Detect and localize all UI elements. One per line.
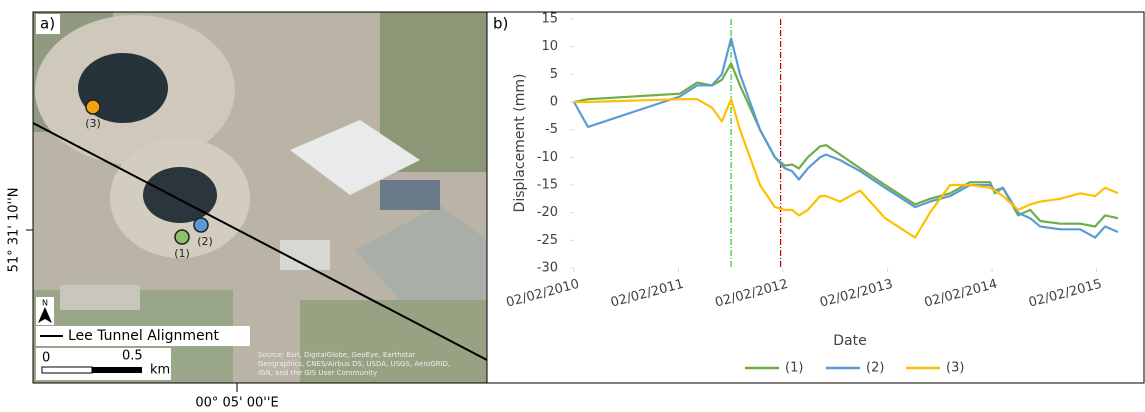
- y-tick-label: -5: [545, 122, 558, 137]
- north-label: N: [42, 299, 48, 308]
- north-arrow: [38, 307, 52, 323]
- scale-label: 0: [42, 351, 50, 366]
- satellite-map: [33, 12, 487, 383]
- y-tick-label: 0: [550, 95, 558, 110]
- source: Source: Esri, DigitalGlobe, GeoEye, Eart…: [258, 351, 450, 377]
- scale-box: [36, 348, 171, 380]
- panel-label: b): [493, 15, 508, 33]
- x-tick-label: 02/02/2012: [714, 277, 790, 311]
- scale-label: 0.5: [122, 349, 143, 364]
- point-marker: [193, 217, 209, 233]
- y-tick-label: 10: [541, 39, 558, 54]
- legend-label: (2): [866, 361, 884, 376]
- x-tick-label: 02/02/2013: [818, 277, 894, 311]
- y-tick-label: -15: [537, 178, 558, 193]
- source-text: IGN, and the GIS User Community: [258, 369, 377, 377]
- x-tick-label: 02/02/2014: [923, 277, 999, 311]
- y-tick-label: 15: [541, 12, 558, 27]
- x-tick-label: 02/02/2010: [505, 277, 581, 311]
- y-tick-label: -10: [537, 150, 558, 165]
- scale-bar: [41, 366, 93, 374]
- y-tick-label: 5: [550, 67, 558, 82]
- panel-label: a): [40, 15, 55, 33]
- x-tick-label: 02/02/2015: [1027, 277, 1103, 311]
- point-label: (2): [197, 235, 213, 248]
- point-label: (3): [85, 117, 101, 130]
- label-box: [36, 14, 60, 34]
- x-tick-label: 02/02/2011: [609, 277, 685, 311]
- source-text: Geographics, CNES/Airbus DS, USDA, USGS,…: [258, 360, 450, 368]
- longitude-label: 00° 05' 00''E: [195, 396, 278, 411]
- chart-border: [486, 11, 1145, 384]
- latitude-label: 51° 31' 10''N: [7, 188, 22, 273]
- point-marker: [174, 229, 190, 245]
- y-tick-label: -25: [537, 233, 558, 248]
- legend-label: (3): [946, 361, 964, 376]
- scale-bar: [92, 367, 142, 373]
- legend-box: [36, 326, 250, 346]
- x-axis-title: Date: [833, 333, 866, 349]
- y-tick-label: -30: [537, 261, 558, 276]
- point-marker: [85, 99, 101, 115]
- legend-label: (1): [785, 361, 803, 376]
- source-text: Source: Esri, DigitalGlobe, GeoEye, Eart…: [258, 351, 415, 359]
- scale-unit: km: [150, 363, 170, 378]
- series-line: [573, 62, 1119, 228]
- series-line: [574, 98, 1119, 239]
- series-line: [573, 37, 1119, 239]
- legend-label: Lee Tunnel Alignment: [68, 328, 219, 344]
- y-tick-label: -20: [537, 205, 558, 220]
- y-axis-title: Displacement (mm): [512, 74, 528, 213]
- point-label: (1): [174, 247, 190, 260]
